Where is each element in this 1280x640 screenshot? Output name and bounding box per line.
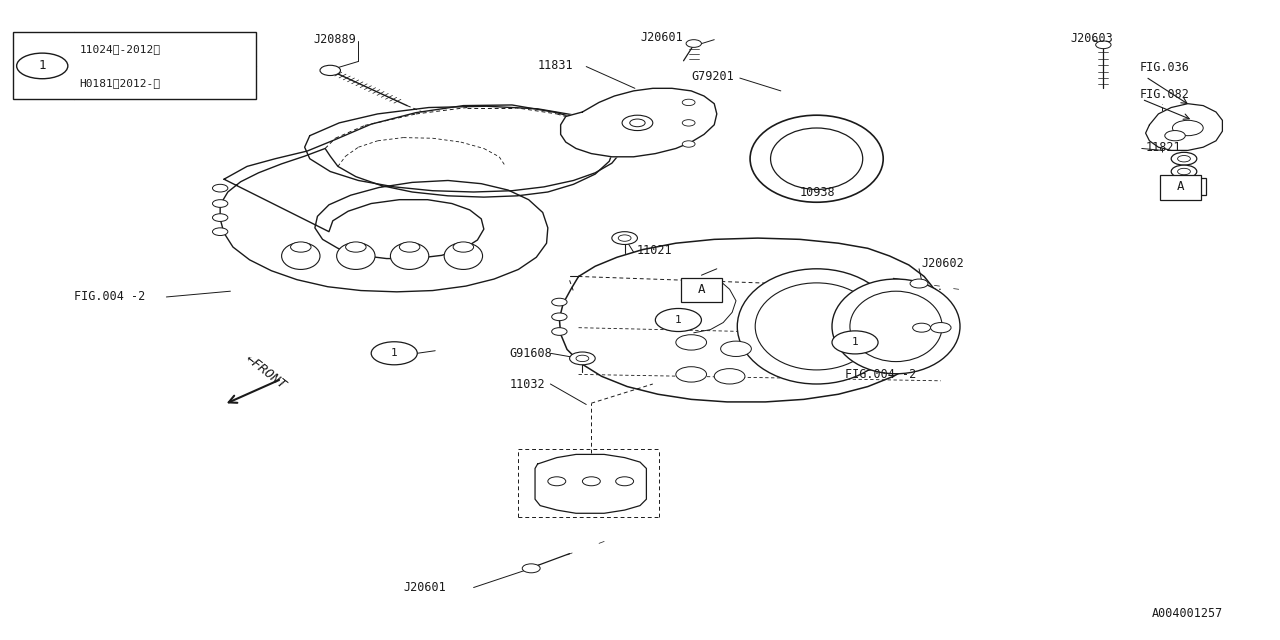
Circle shape (346, 242, 366, 252)
Text: H0181〈2012-〉: H0181〈2012-〉 (79, 77, 160, 88)
Polygon shape (305, 106, 621, 192)
Ellipse shape (750, 115, 883, 202)
Polygon shape (220, 105, 614, 292)
Circle shape (832, 331, 878, 354)
Circle shape (676, 335, 707, 350)
Text: FIG.004 -2: FIG.004 -2 (845, 368, 916, 381)
Text: ←FRONT: ←FRONT (243, 353, 289, 392)
Circle shape (682, 141, 695, 147)
Circle shape (453, 242, 474, 252)
Circle shape (552, 313, 567, 321)
Circle shape (212, 184, 228, 192)
Polygon shape (561, 88, 717, 157)
Circle shape (582, 477, 600, 486)
Circle shape (212, 228, 228, 236)
Circle shape (552, 298, 567, 306)
Circle shape (714, 369, 745, 384)
Circle shape (1165, 131, 1185, 141)
Ellipse shape (337, 243, 375, 269)
Polygon shape (559, 238, 941, 402)
Text: 11024〈-2012〉: 11024〈-2012〉 (79, 44, 160, 54)
Circle shape (212, 200, 228, 207)
Text: A004001257: A004001257 (1152, 607, 1224, 620)
FancyBboxPatch shape (681, 278, 722, 302)
Circle shape (212, 214, 228, 221)
Text: 10938: 10938 (800, 186, 836, 198)
Circle shape (1172, 120, 1203, 136)
Text: G79201: G79201 (691, 70, 733, 83)
Circle shape (371, 342, 417, 365)
Circle shape (612, 232, 637, 244)
Polygon shape (535, 454, 646, 513)
Circle shape (686, 40, 701, 47)
Text: 11831: 11831 (538, 59, 573, 72)
Text: J20601: J20601 (640, 31, 682, 44)
Circle shape (552, 328, 567, 335)
Circle shape (655, 308, 701, 332)
Text: 1: 1 (38, 60, 46, 72)
Text: FIG.082: FIG.082 (1139, 88, 1189, 101)
Circle shape (1171, 165, 1197, 178)
Circle shape (622, 115, 653, 131)
Text: G91608: G91608 (509, 347, 552, 360)
Text: FIG.004 -2: FIG.004 -2 (74, 290, 146, 303)
Circle shape (1171, 152, 1197, 165)
Circle shape (910, 279, 928, 288)
Text: A: A (1176, 180, 1184, 193)
Circle shape (682, 120, 695, 126)
Text: FIG.036: FIG.036 (1139, 61, 1189, 74)
Text: 11032: 11032 (509, 378, 545, 390)
Text: 1: 1 (675, 315, 682, 325)
Circle shape (576, 355, 589, 362)
Text: J20603: J20603 (1070, 32, 1112, 45)
FancyBboxPatch shape (13, 32, 256, 99)
Text: J20889: J20889 (314, 33, 356, 46)
Circle shape (721, 341, 751, 356)
Circle shape (548, 477, 566, 486)
Text: A: A (698, 283, 705, 296)
FancyBboxPatch shape (1160, 175, 1201, 200)
Circle shape (913, 323, 931, 332)
Circle shape (17, 53, 68, 79)
Circle shape (931, 323, 951, 333)
Circle shape (291, 242, 311, 252)
Circle shape (1096, 41, 1111, 49)
Text: 11021: 11021 (636, 244, 672, 257)
Circle shape (399, 242, 420, 252)
Ellipse shape (282, 243, 320, 269)
Text: 11821: 11821 (1146, 141, 1181, 154)
Ellipse shape (737, 269, 896, 384)
Circle shape (320, 65, 340, 76)
Circle shape (616, 477, 634, 486)
Circle shape (522, 564, 540, 573)
Circle shape (676, 367, 707, 382)
Ellipse shape (390, 243, 429, 269)
Text: J20602: J20602 (922, 257, 964, 270)
Text: J20601: J20601 (403, 581, 445, 594)
Text: 1: 1 (851, 337, 859, 348)
Polygon shape (1146, 104, 1222, 150)
Circle shape (682, 99, 695, 106)
Text: A: A (1181, 180, 1189, 193)
Circle shape (570, 352, 595, 365)
Ellipse shape (444, 243, 483, 269)
Ellipse shape (832, 279, 960, 374)
Text: 1: 1 (390, 348, 398, 358)
